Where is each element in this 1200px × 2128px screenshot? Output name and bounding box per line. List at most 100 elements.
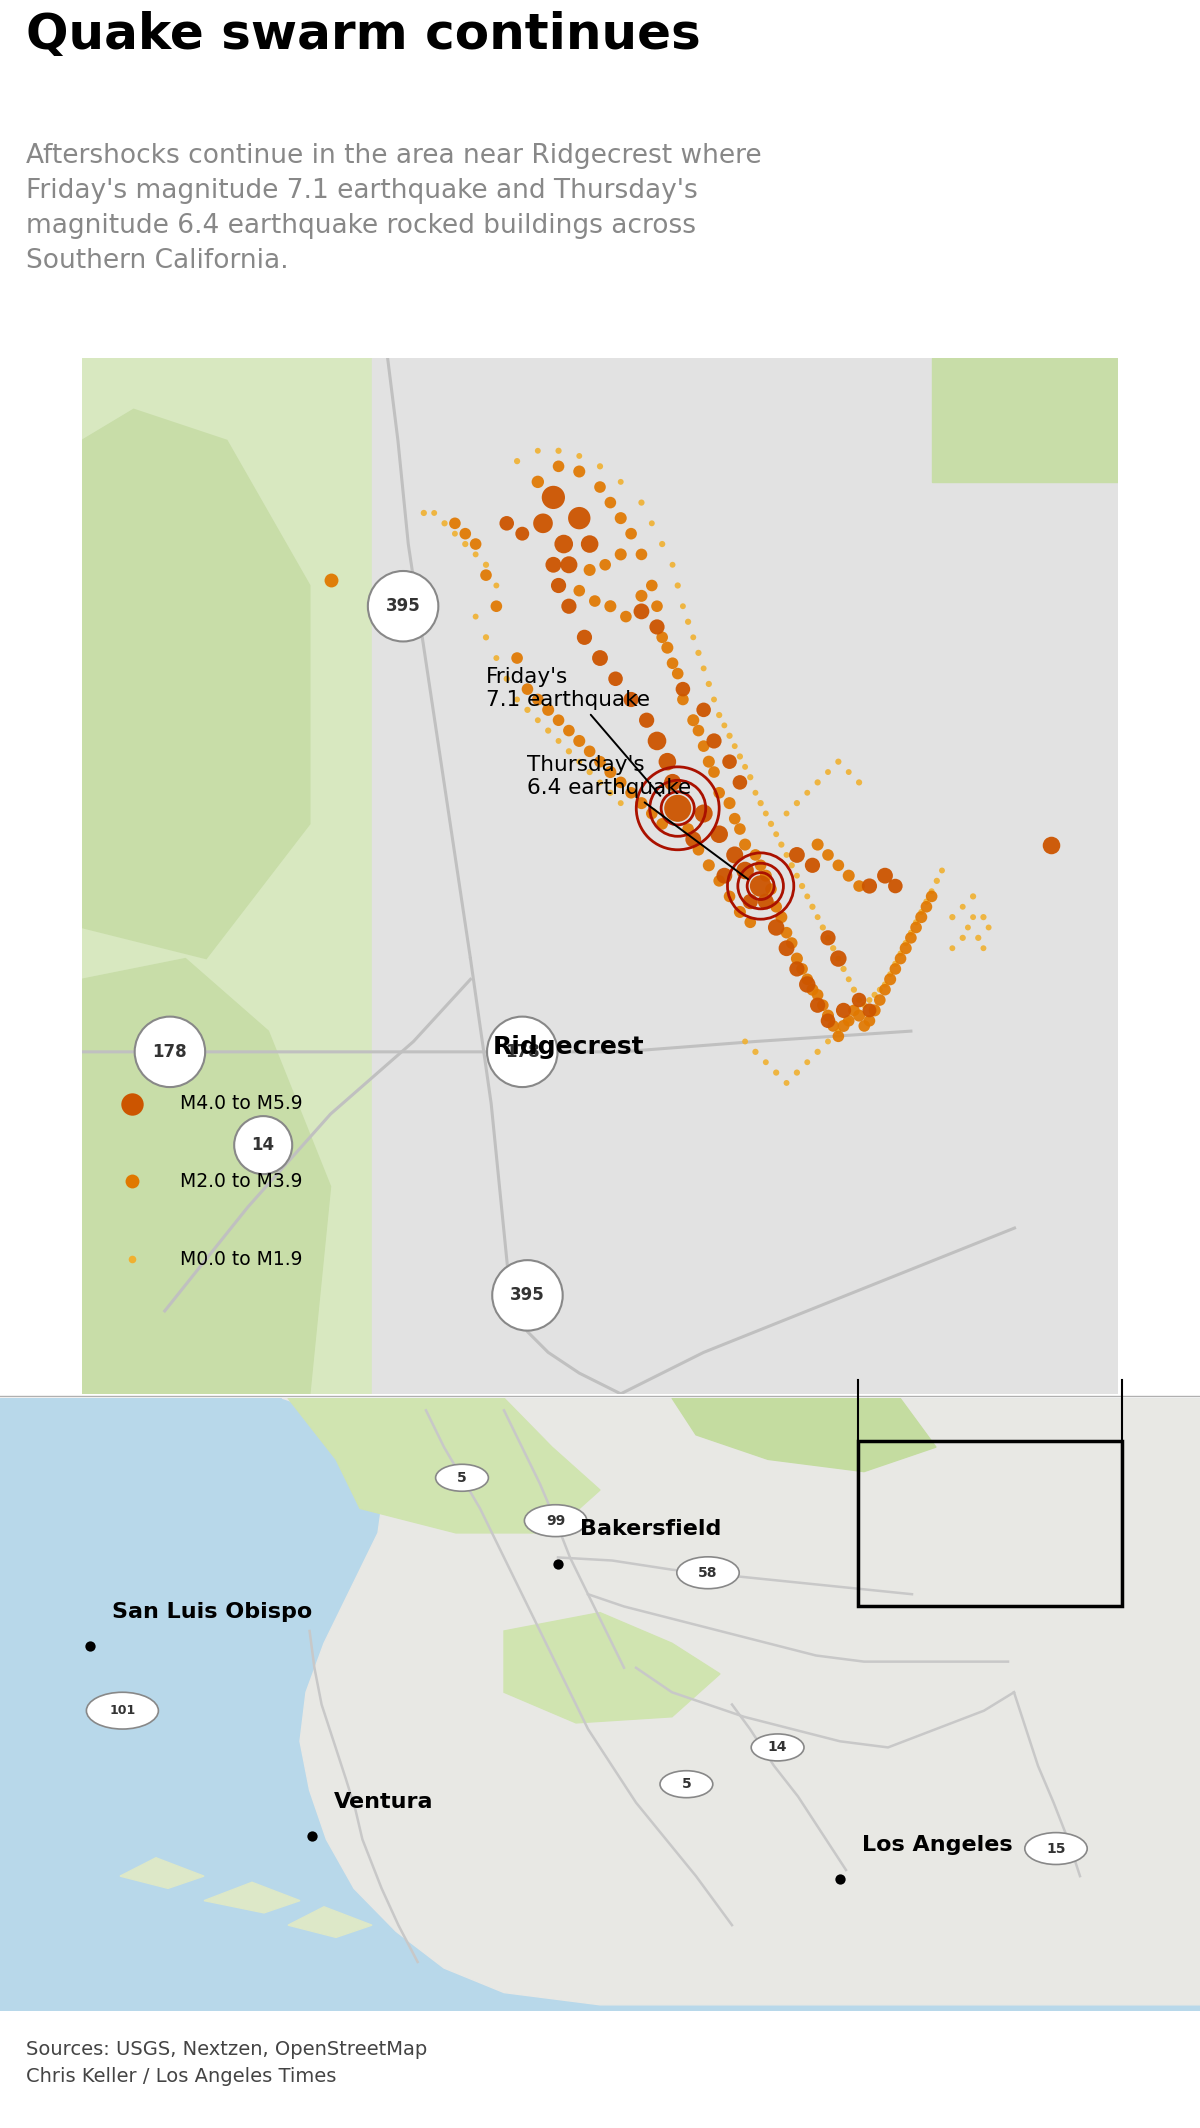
Point <box>678 604 697 638</box>
Text: M4.0 to M5.9: M4.0 to M5.9 <box>180 1094 302 1113</box>
Point <box>704 724 724 758</box>
Point <box>570 438 589 472</box>
Point <box>668 658 688 692</box>
Point <box>776 1066 796 1100</box>
Point <box>694 730 713 764</box>
Point <box>548 568 568 602</box>
Text: 395: 395 <box>510 1287 545 1304</box>
Point <box>684 702 703 736</box>
Point <box>974 900 994 934</box>
Point <box>746 1034 766 1068</box>
Point <box>834 951 853 985</box>
Point <box>870 972 889 1007</box>
Point <box>818 998 838 1032</box>
Text: 178: 178 <box>505 1043 540 1062</box>
Point <box>870 983 889 1017</box>
Point <box>912 896 931 930</box>
Point <box>787 951 806 985</box>
Point <box>632 785 652 819</box>
Circle shape <box>487 1017 558 1087</box>
Point <box>829 941 848 975</box>
Point <box>823 1009 842 1043</box>
Point <box>906 904 925 938</box>
Point <box>751 785 770 819</box>
Point <box>673 589 692 624</box>
Point <box>632 594 652 628</box>
Point <box>736 1024 755 1058</box>
Point <box>814 911 833 945</box>
Point <box>865 994 884 1028</box>
Point <box>122 1164 142 1198</box>
Point <box>839 962 858 996</box>
Point <box>906 911 925 945</box>
Polygon shape <box>82 958 330 1394</box>
Point <box>808 987 827 1021</box>
Point <box>731 766 750 800</box>
Point <box>829 1019 848 1053</box>
Text: Friday's
7.1 earthquake: Friday's 7.1 earthquake <box>486 666 660 796</box>
Point <box>544 481 563 515</box>
Point <box>689 832 708 866</box>
Point <box>953 890 972 924</box>
Point <box>865 979 884 1013</box>
Point <box>544 547 563 581</box>
Point <box>818 921 838 955</box>
Point <box>740 904 760 938</box>
Point <box>751 849 770 883</box>
Point <box>425 496 444 530</box>
Text: Los Angeles: Los Angeles <box>862 1834 1013 1856</box>
Point <box>854 987 874 1021</box>
Point <box>901 915 920 949</box>
Point <box>860 868 880 902</box>
Point <box>736 853 755 887</box>
Point <box>414 496 433 530</box>
Point <box>782 849 802 883</box>
Point <box>886 947 905 981</box>
Point <box>964 900 983 934</box>
Point <box>751 868 770 902</box>
Point <box>611 766 630 800</box>
Point <box>922 875 941 909</box>
Point <box>756 796 775 830</box>
Circle shape <box>86 1692 158 1730</box>
Point <box>647 611 666 645</box>
Point <box>445 517 464 551</box>
Point <box>850 983 869 1017</box>
Point <box>653 528 672 562</box>
Text: 99: 99 <box>546 1513 565 1528</box>
Text: Ventura: Ventura <box>334 1792 433 1811</box>
Point <box>875 972 894 1007</box>
Point <box>860 1004 880 1038</box>
Point <box>808 828 827 862</box>
Point <box>829 849 848 883</box>
Point <box>740 760 760 794</box>
Point <box>814 987 833 1021</box>
Point <box>617 600 636 634</box>
Point <box>776 838 796 872</box>
Point <box>580 755 599 789</box>
Point <box>932 853 952 887</box>
Point <box>803 849 822 883</box>
Point <box>700 849 719 883</box>
Text: 14: 14 <box>768 1741 787 1753</box>
Point <box>787 838 806 872</box>
Point <box>756 860 775 894</box>
Point <box>968 921 988 955</box>
Text: 101: 101 <box>109 1705 136 1717</box>
Point <box>622 683 641 717</box>
Point <box>508 641 527 675</box>
Text: 178: 178 <box>152 1043 187 1062</box>
Point <box>622 777 641 811</box>
Point <box>642 506 661 541</box>
Point <box>776 932 796 966</box>
Point <box>818 1004 838 1038</box>
Point <box>725 802 744 836</box>
Circle shape <box>524 1504 587 1536</box>
Point <box>890 941 910 975</box>
Point <box>548 449 568 483</box>
Point <box>782 926 802 960</box>
Point <box>715 709 734 743</box>
Circle shape <box>368 570 438 641</box>
Point <box>767 890 786 924</box>
Text: Bakersfield: Bakersfield <box>580 1519 721 1539</box>
